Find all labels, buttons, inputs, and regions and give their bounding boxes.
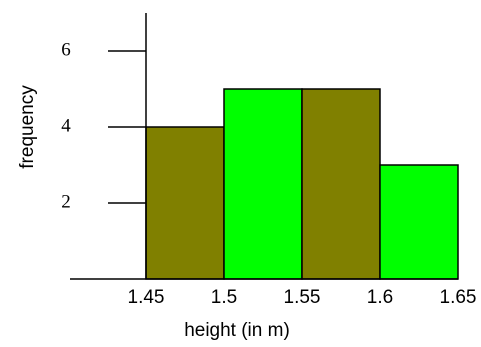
- bar: [379, 164, 459, 280]
- bar: [145, 126, 225, 280]
- y-tick-label: 4: [61, 115, 71, 136]
- x-tick-label: 1.55: [284, 287, 321, 308]
- x-axis-label: height (in m): [184, 320, 290, 341]
- x-tick-label: 1.45: [128, 287, 165, 308]
- y-tick-label: 6: [61, 39, 71, 60]
- y-tick-label: 2: [61, 191, 71, 212]
- y-axis-label: frequency: [17, 85, 38, 169]
- bar: [223, 88, 303, 280]
- x-tick-label: 1.65: [440, 287, 477, 308]
- x-tick-label: 1.5: [211, 287, 237, 308]
- bar: [301, 88, 381, 280]
- x-tick-label: 1.6: [367, 287, 393, 308]
